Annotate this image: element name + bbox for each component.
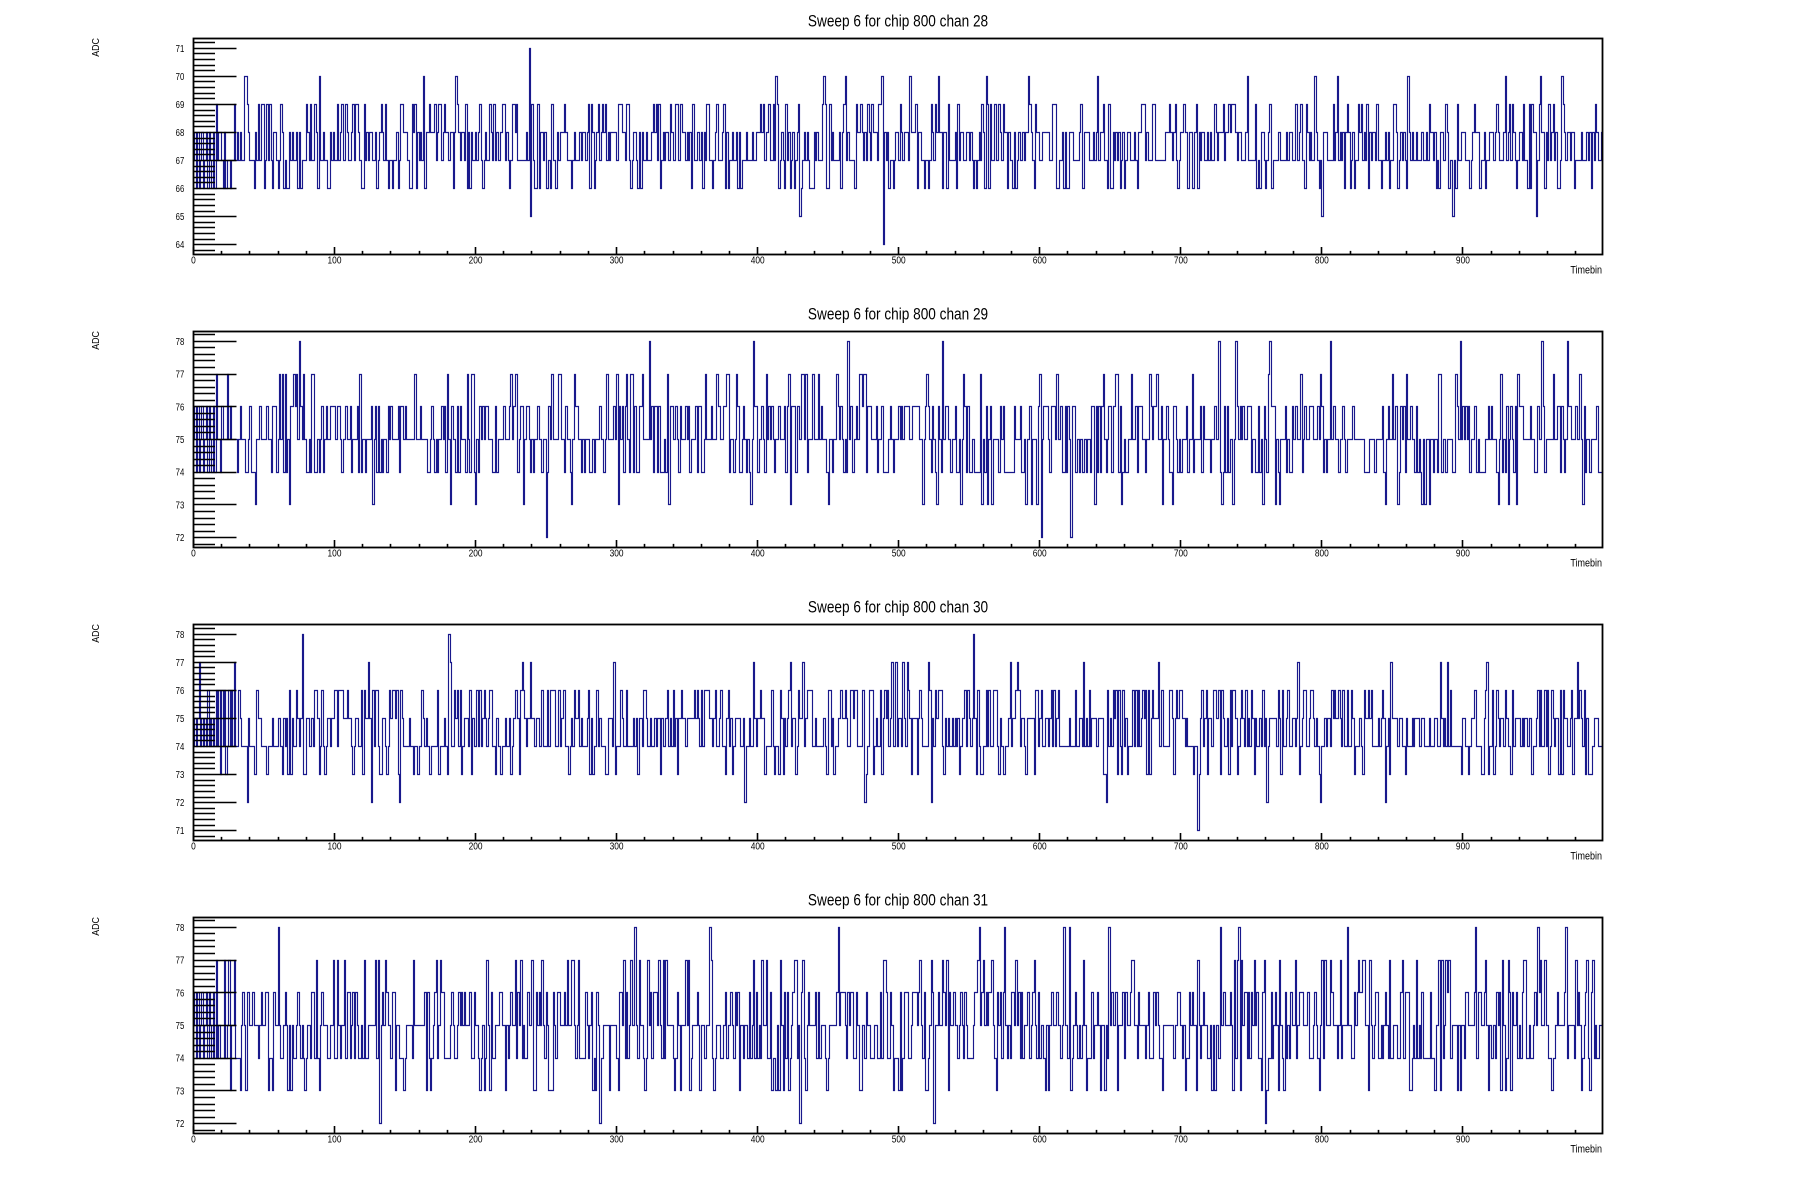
svg-text:400: 400: [751, 841, 765, 852]
svg-text:800: 800: [1315, 548, 1329, 559]
svg-text:ADC: ADC: [90, 917, 102, 936]
svg-text:100: 100: [328, 548, 342, 559]
svg-text:77: 77: [176, 368, 185, 379]
svg-text:71: 71: [176, 43, 185, 54]
svg-text:900: 900: [1456, 1134, 1470, 1145]
svg-text:72: 72: [176, 797, 185, 808]
svg-text:0: 0: [191, 841, 196, 852]
svg-text:300: 300: [610, 548, 624, 559]
svg-text:500: 500: [892, 841, 906, 852]
svg-text:ADC: ADC: [90, 38, 102, 57]
svg-text:71: 71: [176, 825, 185, 836]
svg-text:800: 800: [1315, 255, 1329, 266]
svg-text:Sweep 6 for chip 800 chan 30: Sweep 6 for chip 800 chan 30: [808, 598, 988, 617]
svg-text:73: 73: [176, 499, 185, 510]
svg-text:700: 700: [1174, 1134, 1188, 1145]
svg-text:500: 500: [892, 1134, 906, 1145]
svg-text:400: 400: [751, 1134, 765, 1145]
svg-text:600: 600: [1033, 255, 1047, 266]
svg-text:64: 64: [176, 239, 185, 250]
svg-text:700: 700: [1174, 841, 1188, 852]
svg-text:400: 400: [751, 548, 765, 559]
svg-text:78: 78: [176, 336, 185, 347]
svg-text:ADC: ADC: [90, 624, 102, 643]
svg-text:77: 77: [176, 954, 185, 965]
svg-text:70: 70: [176, 71, 185, 82]
svg-text:500: 500: [892, 548, 906, 559]
svg-text:Timebin: Timebin: [1570, 558, 1602, 570]
svg-text:67: 67: [176, 155, 185, 166]
svg-text:200: 200: [469, 841, 483, 852]
svg-text:74: 74: [176, 467, 185, 478]
svg-text:200: 200: [469, 1134, 483, 1145]
svg-text:400: 400: [751, 255, 765, 266]
svg-text:Sweep 6 for chip 800 chan 28: Sweep 6 for chip 800 chan 28: [808, 12, 988, 31]
svg-text:76: 76: [176, 685, 185, 696]
svg-text:600: 600: [1033, 548, 1047, 559]
svg-text:100: 100: [328, 1134, 342, 1145]
svg-text:78: 78: [176, 629, 185, 640]
svg-text:900: 900: [1456, 841, 1470, 852]
svg-text:72: 72: [176, 532, 185, 543]
svg-text:77: 77: [176, 657, 185, 668]
svg-text:500: 500: [892, 255, 906, 266]
svg-text:Timebin: Timebin: [1570, 265, 1602, 277]
svg-text:300: 300: [610, 841, 624, 852]
svg-text:700: 700: [1174, 255, 1188, 266]
svg-text:900: 900: [1456, 255, 1470, 266]
svg-text:100: 100: [328, 841, 342, 852]
svg-text:73: 73: [176, 1085, 185, 1096]
svg-text:0: 0: [191, 1134, 196, 1145]
svg-text:800: 800: [1315, 1134, 1329, 1145]
svg-text:73: 73: [176, 769, 185, 780]
svg-text:74: 74: [176, 741, 185, 752]
svg-text:200: 200: [469, 548, 483, 559]
svg-text:74: 74: [176, 1053, 185, 1064]
svg-text:600: 600: [1033, 841, 1047, 852]
svg-text:200: 200: [469, 255, 483, 266]
svg-text:65: 65: [176, 211, 185, 222]
svg-text:ADC: ADC: [90, 331, 102, 350]
svg-text:66: 66: [176, 183, 185, 194]
svg-text:300: 300: [610, 255, 624, 266]
svg-text:78: 78: [176, 922, 185, 933]
svg-text:69: 69: [176, 99, 185, 110]
svg-text:76: 76: [176, 401, 185, 412]
svg-text:600: 600: [1033, 1134, 1047, 1145]
svg-text:76: 76: [176, 987, 185, 998]
svg-text:900: 900: [1456, 548, 1470, 559]
svg-text:68: 68: [176, 127, 185, 138]
svg-text:72: 72: [176, 1118, 185, 1129]
svg-text:Timebin: Timebin: [1570, 851, 1602, 863]
svg-text:700: 700: [1174, 548, 1188, 559]
svg-text:Sweep 6 for chip 800 chan 31: Sweep 6 for chip 800 chan 31: [808, 891, 988, 910]
svg-text:75: 75: [176, 434, 185, 445]
svg-text:0: 0: [191, 255, 196, 266]
svg-text:100: 100: [328, 255, 342, 266]
svg-text:0: 0: [191, 548, 196, 559]
svg-text:75: 75: [176, 1020, 185, 1031]
svg-text:800: 800: [1315, 841, 1329, 852]
svg-text:300: 300: [610, 1134, 624, 1145]
svg-text:Sweep 6 for chip 800 chan 29: Sweep 6 for chip 800 chan 29: [808, 305, 988, 324]
svg-text:Timebin: Timebin: [1570, 1144, 1602, 1156]
svg-text:75: 75: [176, 713, 185, 724]
